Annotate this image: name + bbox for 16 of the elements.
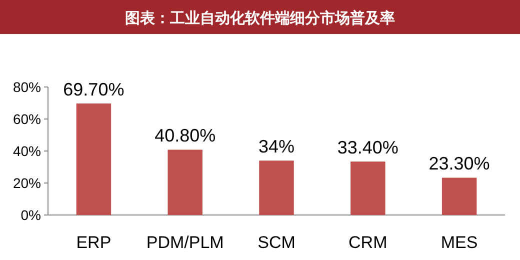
x-tick-label: ERP (76, 233, 112, 252)
data-label: 40.80% (154, 126, 216, 146)
x-tick-label: SCM (258, 233, 296, 252)
x-tick-label: MES (440, 233, 478, 252)
y-tick-label: 60% (12, 111, 41, 127)
title: 图表：工业自动化软件端细分市场普及率 (125, 11, 395, 27)
data-label: 69.70% (63, 79, 124, 100)
y-tick-label: 0% (20, 207, 41, 223)
y-tick-label: 20% (12, 175, 41, 191)
data-label: 23.30% (428, 154, 490, 174)
y-tick-label: 40% (12, 143, 41, 159)
x-tick-label: PDM/PLM (146, 233, 224, 252)
data-label: 33.40% (337, 138, 398, 158)
data-label: 34% (258, 136, 295, 157)
y-tick-label: 80% (12, 79, 41, 95)
x-tick-label: CRM (348, 233, 388, 252)
